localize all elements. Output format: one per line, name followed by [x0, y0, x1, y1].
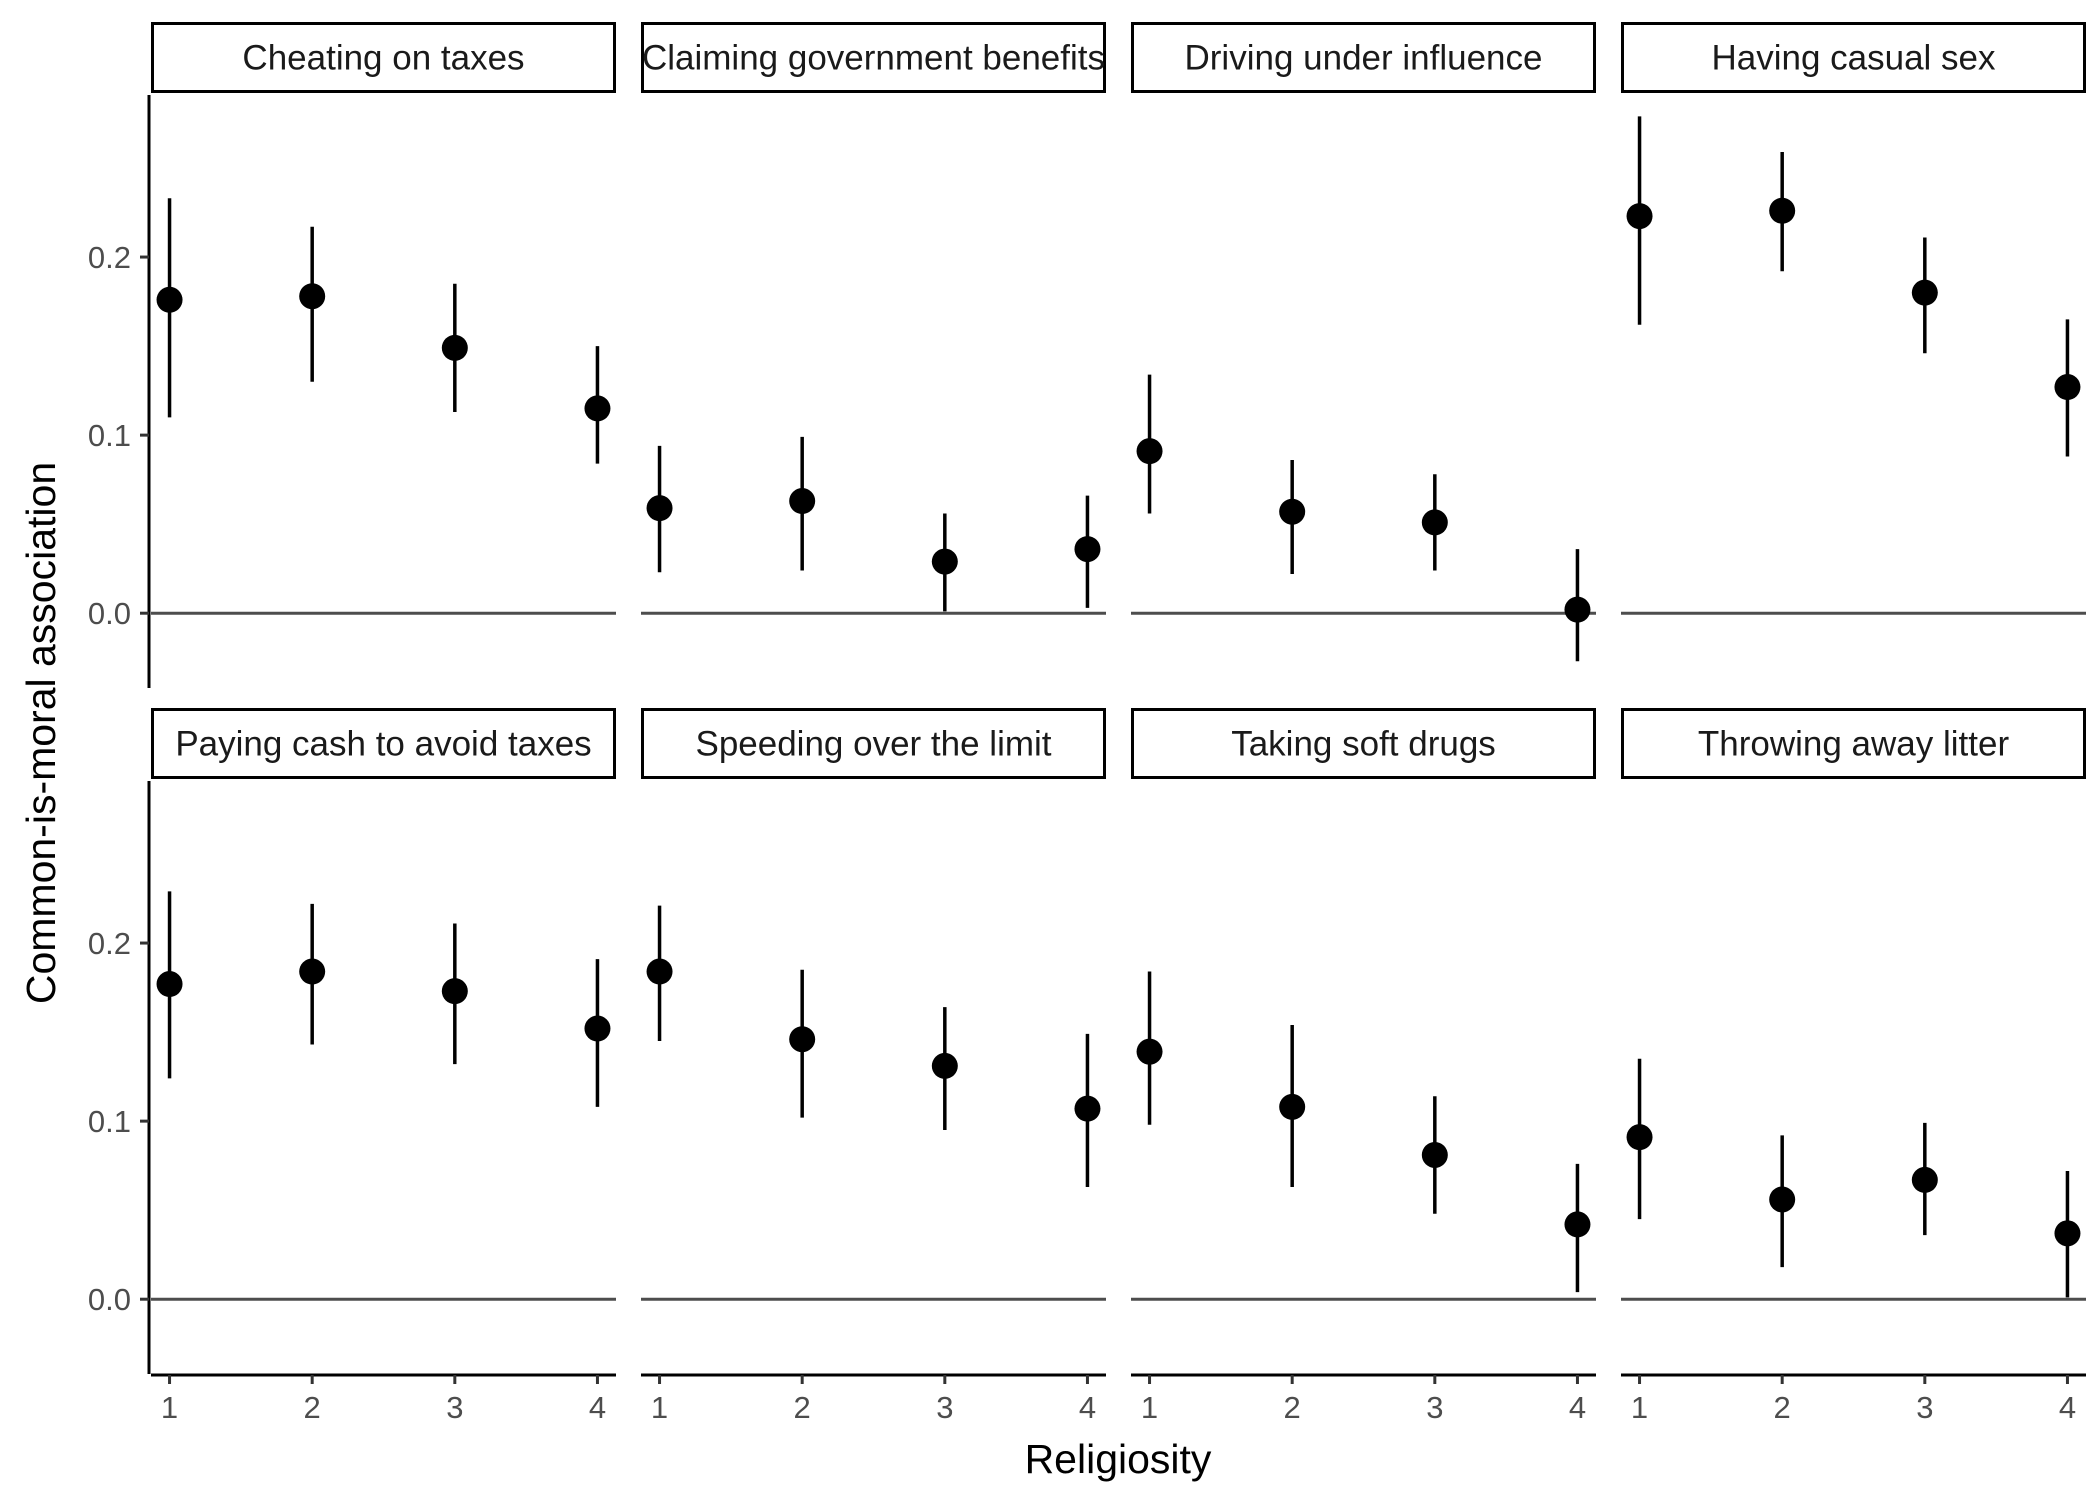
data-point: [299, 283, 326, 310]
data-point: [1136, 438, 1163, 465]
facet-cheating-on-taxes: Cheating on taxes: [151, 22, 616, 615]
facet-strip-label: Cheating on taxes: [242, 39, 524, 78]
x-tick-label: 4: [2059, 1390, 2076, 1425]
y-axis-title: Common-is-moral association: [18, 462, 64, 1004]
y-tick-label: 0.0: [88, 1282, 131, 1317]
x-tick-label: 4: [589, 1390, 606, 1425]
data-point: [156, 971, 183, 998]
data-point: [789, 488, 816, 515]
x-axis-title: Religiosity: [1025, 1436, 1212, 1482]
y-tick-label: 0.2: [88, 926, 131, 961]
x-tick-label: 2: [304, 1390, 321, 1425]
facet-having-casual-sex: Having casual sex: [1621, 22, 2086, 615]
data-point: [584, 1015, 611, 1042]
y-tick-label: 0.1: [88, 418, 131, 453]
facet-claiming-government-benefits: Claiming government benefits: [641, 22, 1106, 615]
data-point: [1136, 1038, 1163, 1065]
data-point: [1279, 498, 1306, 525]
facet-strip: [1131, 708, 1596, 779]
data-point: [441, 978, 468, 1005]
facet-throwing-away-litter: Throwing away litter: [1621, 708, 2086, 1301]
data-point: [1626, 1124, 1653, 1151]
data-point: [931, 548, 958, 575]
data-point: [1769, 1186, 1796, 1213]
data-point: [1626, 203, 1653, 230]
x-tick-label: 3: [1916, 1390, 1933, 1425]
data-point: [1911, 1166, 1938, 1193]
y-axes: 0.0 0.1 0.2 0.0 0.1 0.2: [88, 95, 151, 1374]
x-tick-label: 4: [1079, 1390, 1096, 1425]
data-point: [2054, 374, 2081, 401]
facet-strip-label: Claiming government benefits: [642, 39, 1105, 78]
data-point: [1279, 1093, 1306, 1120]
facet-speeding-over-the-limit: Speeding over the limit: [641, 708, 1106, 1301]
facet-strip-label: Speeding over the limit: [695, 725, 1051, 764]
data-point: [1564, 1211, 1591, 1238]
facet-paying-cash-to-avoid-taxes: Paying cash to avoid taxes: [151, 708, 616, 1301]
facet-taking-soft-drugs: Taking soft drugs: [1131, 708, 1596, 1301]
x-tick-label: 2: [1284, 1390, 1301, 1425]
facet-strip: [151, 22, 616, 93]
data-point: [1421, 1141, 1448, 1168]
x-axis: 1 2 3 4 1 2 3 4 1 2 3 4 1 2 3 4: [151, 1373, 2086, 1425]
facet-strip: [1621, 708, 2086, 779]
facet-strip-label: Paying cash to avoid taxes: [175, 725, 591, 764]
data-point: [1769, 197, 1796, 224]
data-point: [441, 334, 468, 361]
data-point: [299, 958, 326, 985]
data-point: [156, 286, 183, 313]
x-tick-label: 2: [1774, 1390, 1791, 1425]
x-tick-label: 1: [1631, 1390, 1648, 1425]
data-point: [931, 1052, 958, 1079]
data-point: [789, 1026, 816, 1053]
data-point: [2054, 1220, 2081, 1247]
x-tick-label: 4: [1569, 1390, 1586, 1425]
x-tick-label: 2: [794, 1390, 811, 1425]
facet-driving-under-influence: Driving under influence: [1131, 22, 1596, 662]
x-tick-label: 1: [651, 1390, 668, 1425]
x-tick-label: 3: [936, 1390, 953, 1425]
data-point: [1074, 536, 1101, 563]
data-point: [646, 958, 673, 985]
data-point: [1421, 509, 1448, 536]
data-point: [1911, 279, 1938, 306]
y-tick-label: 0.2: [88, 240, 131, 275]
facet-panels: Cheating on taxes Claiming government ben…: [151, 22, 2086, 1301]
facet-strip: [1131, 22, 1596, 93]
data-point: [584, 395, 611, 422]
data-point: [1564, 596, 1591, 623]
x-tick-label: 3: [1426, 1390, 1443, 1425]
facet-strip-label: Driving under influence: [1185, 39, 1543, 78]
facet-strip: [1621, 22, 2086, 93]
facet-strip-label: Taking soft drugs: [1231, 725, 1496, 764]
x-tick-label: 3: [446, 1390, 463, 1425]
facet-strip-label: Having casual sex: [1711, 39, 1996, 78]
facet-strip: [641, 708, 1106, 779]
data-point: [1074, 1095, 1101, 1122]
data-point: [646, 495, 673, 522]
y-tick-label: 0.0: [88, 596, 131, 631]
facet-strip: [641, 22, 1106, 93]
x-tick-label: 1: [161, 1390, 178, 1425]
facet-strip-label: Throwing away litter: [1698, 725, 2010, 764]
x-tick-label: 1: [1141, 1390, 1158, 1425]
y-tick-label: 0.1: [88, 1104, 131, 1139]
facet-strip: [151, 708, 616, 779]
